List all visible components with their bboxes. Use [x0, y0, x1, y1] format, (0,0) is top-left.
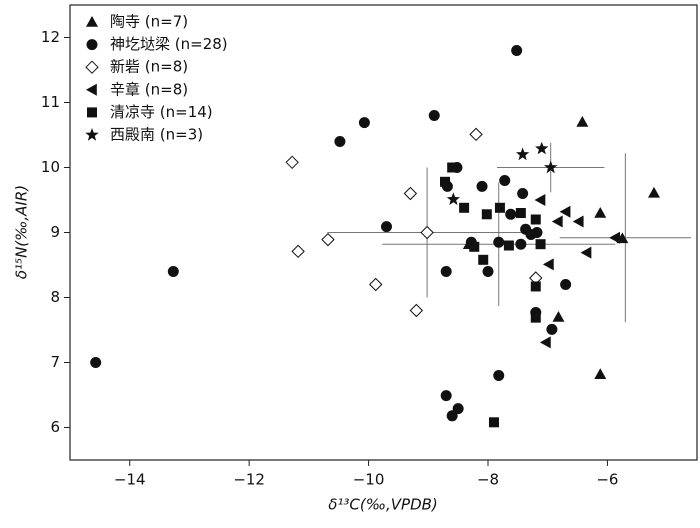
square-marker — [515, 208, 526, 218]
diamond-marker — [409, 303, 424, 318]
diamond-marker — [369, 277, 383, 292]
square-marker — [530, 214, 541, 225]
y-tick-label: 12 — [41, 28, 60, 46]
triangle-marker — [594, 207, 607, 218]
diamond-marker — [291, 244, 305, 259]
x-tick-label: −12 — [233, 471, 265, 489]
diamond-marker — [420, 225, 434, 240]
y-tick-label: 6 — [50, 418, 60, 436]
square-marker — [87, 107, 97, 118]
triangle-marker — [576, 116, 589, 127]
circle-marker — [440, 266, 452, 277]
circle-marker — [334, 136, 346, 147]
circle-marker — [493, 236, 505, 248]
star-marker — [446, 192, 460, 205]
star-marker — [516, 147, 530, 161]
circle-marker — [358, 117, 370, 129]
diamond-marker — [321, 232, 335, 247]
circle-marker — [476, 180, 488, 192]
triangle-left-marker — [551, 215, 563, 228]
legend-label: 新砦 (n=8) — [110, 58, 188, 76]
square-marker — [503, 240, 514, 251]
y-tick-label: 9 — [50, 223, 60, 241]
triangle-left-marker — [580, 246, 592, 259]
legend-label: 西殿南 (n=3) — [110, 126, 203, 144]
circle-marker — [452, 403, 464, 415]
y-tick-label: 8 — [50, 288, 60, 306]
legend-label: 清凉寺 (n=14) — [110, 103, 213, 121]
circle-marker — [482, 266, 494, 277]
x-tick-label: −10 — [353, 471, 385, 489]
x-axis-label: δ¹³C(‰,VPDB) — [328, 496, 438, 514]
triangle-left-marker — [534, 194, 546, 206]
legend-label: 神圪垯梁 (n=28) — [110, 35, 228, 53]
square-marker — [478, 254, 489, 265]
square-marker — [481, 209, 492, 220]
diamond-marker — [285, 155, 299, 170]
circle-marker — [380, 221, 392, 233]
circle-marker — [90, 357, 102, 368]
y-tick-label: 11 — [41, 93, 60, 111]
y-tick-label: 7 — [50, 353, 60, 371]
triangle-marker — [552, 311, 565, 322]
triangle-left-marker — [609, 231, 620, 244]
y-tick-label: 10 — [41, 158, 60, 176]
square-marker — [494, 202, 505, 213]
triangle-marker — [86, 16, 98, 27]
diamond-marker — [85, 60, 99, 74]
square-marker — [447, 162, 458, 173]
square-marker — [469, 241, 480, 252]
triangle-marker — [648, 186, 661, 198]
square-marker — [440, 176, 451, 187]
circle-marker — [167, 266, 179, 277]
square-marker — [535, 239, 546, 250]
triangle-left-marker — [572, 215, 584, 228]
circle-marker — [440, 390, 452, 402]
x-tick-label: −8 — [477, 471, 499, 489]
square-marker — [530, 281, 541, 292]
circle-marker — [517, 188, 529, 199]
square-marker — [459, 202, 470, 213]
circle-marker — [505, 208, 517, 220]
diamond-marker — [469, 127, 483, 142]
legend-label: 陶寺 (n=7) — [110, 13, 188, 31]
triangle-left-marker — [86, 83, 97, 96]
star-marker — [544, 160, 558, 174]
star-marker — [535, 141, 549, 155]
x-tick-label: −14 — [114, 471, 146, 489]
triangle-left-marker — [539, 336, 551, 349]
circle-marker — [515, 238, 527, 250]
circle-marker — [499, 175, 511, 186]
circle-marker — [86, 39, 98, 51]
x-tick-label: −6 — [596, 471, 618, 489]
circle-marker — [546, 323, 558, 335]
diamond-marker — [403, 186, 418, 201]
square-marker — [488, 417, 499, 428]
y-axis-label: δ¹⁵N(‰,AIR) — [13, 185, 31, 279]
triangle-left-marker — [559, 205, 571, 218]
circle-marker — [493, 370, 505, 381]
legend-label: 辛章 (n=8) — [110, 80, 188, 98]
star-marker — [85, 128, 99, 141]
square-marker — [530, 312, 541, 323]
circle-marker — [428, 110, 440, 121]
triangle-left-marker — [542, 258, 554, 271]
circle-marker — [511, 45, 523, 56]
circle-marker — [560, 279, 572, 290]
triangle-marker — [594, 368, 607, 379]
circle-marker — [531, 227, 543, 238]
